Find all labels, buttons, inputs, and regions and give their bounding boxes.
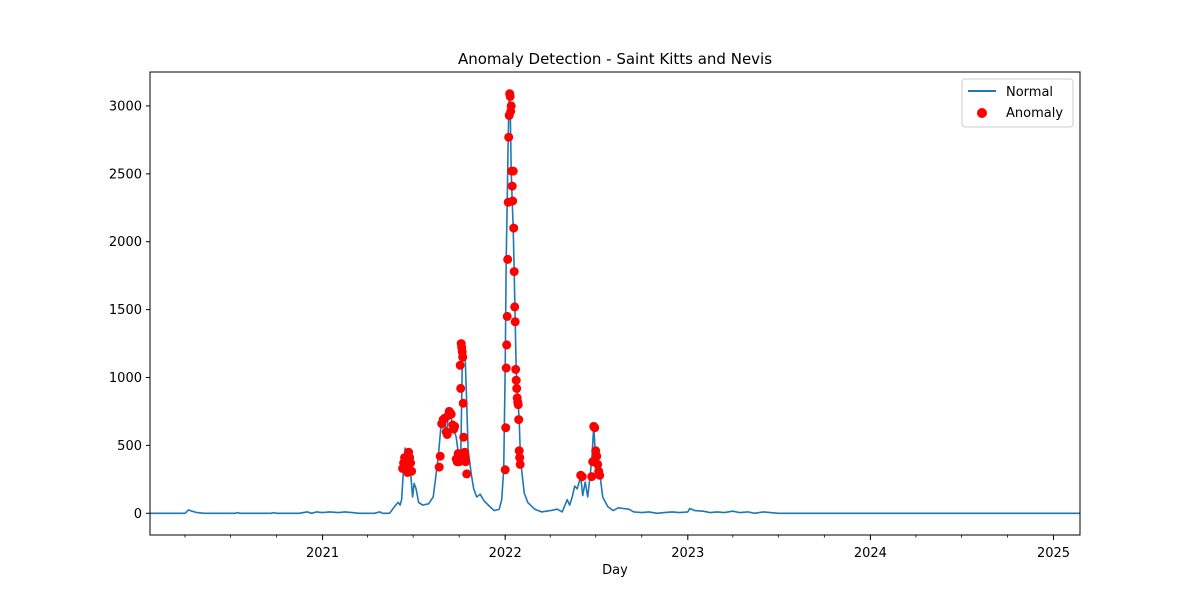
anomaly-point	[514, 446, 524, 456]
anomaly-point	[510, 302, 520, 312]
anomaly-point	[458, 352, 468, 362]
anomaly-point	[442, 430, 452, 439]
anomaly-point	[446, 409, 456, 419]
anomaly-point	[503, 254, 513, 264]
anomaly-point	[502, 311, 512, 321]
anomaly-point	[593, 459, 603, 469]
legend: Normal Anomaly	[961, 78, 1074, 128]
legend-anomaly-label: Anomaly	[1006, 106, 1063, 121]
anomaly-point	[434, 462, 444, 472]
x-tick-label: 2021	[306, 546, 339, 561]
normal-series-line	[150, 92, 1080, 515]
anomaly-point	[459, 432, 469, 442]
anomaly-point	[508, 166, 518, 176]
y-tick-label: 0	[134, 507, 142, 522]
anomaly-point	[458, 398, 468, 408]
legend-normal-label: Normal	[1006, 85, 1053, 100]
anomaly-point	[506, 101, 516, 111]
anomaly-point	[461, 457, 471, 467]
anomaly-point	[511, 364, 521, 374]
anomaly-point	[577, 472, 587, 482]
anomaly-point	[505, 91, 515, 101]
y-tick-label: 2000	[109, 235, 142, 250]
chart-title: Anomaly Detection - Saint Kitts and Nevi…	[458, 50, 772, 68]
anomaly-point	[587, 472, 597, 482]
x-axis: 2021 2022 2023 2024 2025	[184, 535, 1070, 561]
anomaly-point	[450, 421, 460, 431]
y-tick-label: 1500	[109, 303, 142, 318]
y-axis: 0 500 1000 1500 2000 2500 3000	[109, 99, 150, 522]
anomaly-point	[454, 457, 464, 467]
anomaly-point	[512, 383, 522, 393]
anomaly-point	[507, 181, 517, 191]
anomaly-point	[455, 360, 465, 370]
legend-anomaly-swatch	[977, 108, 987, 118]
anomaly-point	[509, 223, 519, 233]
anomaly-point	[501, 363, 511, 373]
y-tick-label: 500	[117, 439, 142, 454]
anomaly-point	[595, 470, 605, 480]
x-tick-label: 2025	[1037, 546, 1070, 561]
x-tick-label: 2024	[854, 546, 887, 561]
anomaly-point	[515, 453, 525, 463]
y-tick-label: 2500	[109, 167, 142, 182]
plot-area	[150, 89, 1080, 515]
anomaly-point	[515, 459, 525, 469]
x-tick-label: 2023	[671, 546, 704, 561]
anomaly-point	[590, 423, 600, 433]
anomaly-point	[504, 132, 514, 142]
anomaly-point	[592, 451, 602, 461]
anomaly-point	[501, 423, 511, 433]
anomaly-point	[514, 415, 524, 425]
x-tick-label: 2022	[489, 546, 522, 561]
anomaly-point	[406, 458, 416, 468]
y-tick-label: 3000	[109, 99, 142, 114]
anomaly-point	[407, 466, 417, 476]
anomaly-point	[435, 451, 445, 461]
anomaly-point	[509, 267, 519, 277]
anomaly-point	[511, 375, 521, 385]
y-tick-label: 1000	[109, 371, 142, 386]
x-axis-label: Day	[602, 563, 628, 578]
anomaly-point	[510, 317, 520, 327]
anomaly-point	[462, 469, 472, 479]
anomaly-point	[456, 383, 466, 393]
anomaly-point	[502, 340, 512, 350]
anomaly-point	[508, 196, 518, 206]
anomaly-point	[513, 400, 523, 410]
anomaly-point	[500, 465, 510, 475]
axes-frame	[149, 71, 1081, 536]
